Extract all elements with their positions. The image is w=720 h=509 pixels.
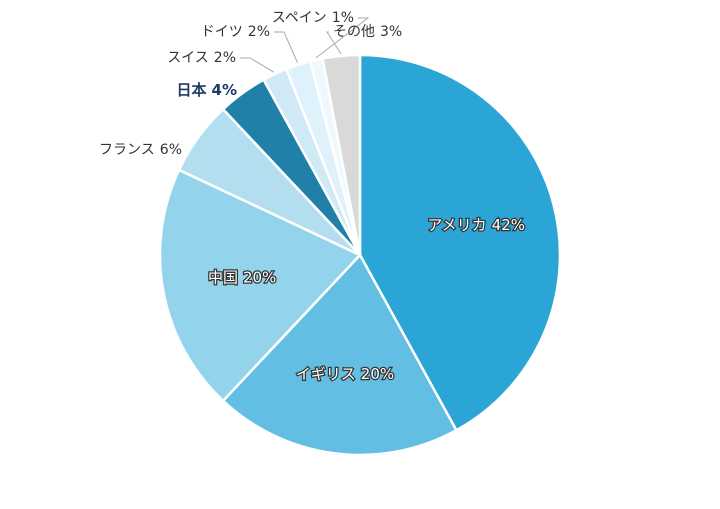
pie-slice [321,53,362,256]
value-label: 4% [212,81,237,99]
category-label: ドイツ [201,24,243,40]
value-label: 42% [492,216,525,234]
leader-line [274,31,299,64]
leader-line [240,57,275,73]
value-label: 6% [160,142,182,158]
category-label: スペイン [272,10,327,26]
category-label: イギリス [296,365,356,383]
slice-label: アメリカ 42% [427,216,525,234]
category-label: その他 [333,24,375,40]
value-label: 20% [243,268,276,286]
value-label: 2% [214,50,236,66]
category-label: アメリカ [427,216,486,234]
value-label: 1% [332,10,354,26]
category-label: スイス [167,50,209,66]
slice-label: ドイツ 2% [201,24,270,40]
slice-label: その他 3% [333,24,402,40]
slice-label: イギリス 20% [296,365,394,383]
leader-line [315,17,370,59]
value-label: 3% [380,24,402,40]
category-label: フランス [99,142,155,158]
slice-label: フランス 6% [99,142,182,158]
category-label: 中国 [208,268,238,286]
leader-line [326,31,342,55]
pie-slice [158,168,363,403]
pie-slice [221,252,459,457]
pie-slice [358,53,562,432]
value-label: 20% [361,365,394,383]
category-label: 日本 [177,81,207,99]
slice-label: スイス 2% [167,50,236,66]
slice-label: 日本 4% [177,81,237,99]
slice-label: スペイン 1% [272,10,354,26]
value-label: 2% [248,24,270,40]
slice-label: 中国 20% [208,268,276,286]
